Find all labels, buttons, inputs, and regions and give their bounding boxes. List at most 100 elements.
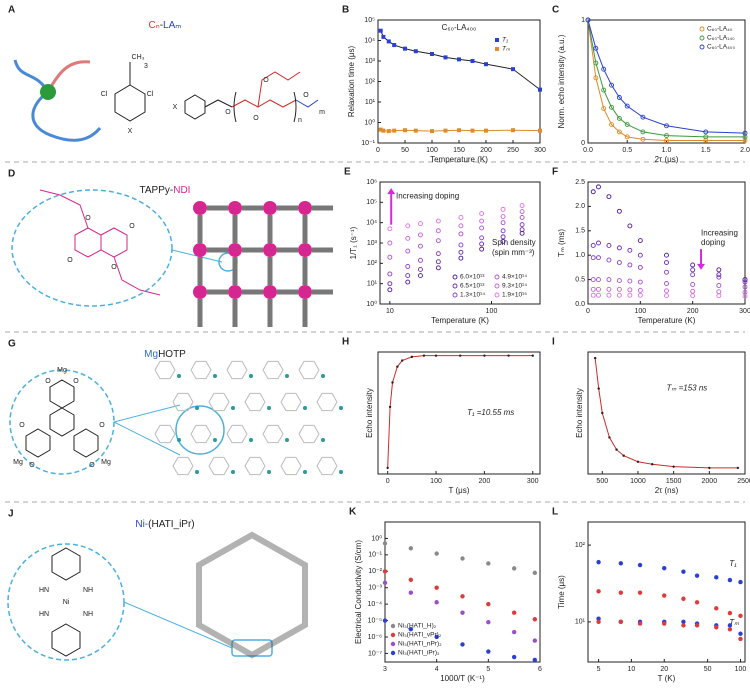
y-tick-label: 10¹ [575,619,586,626]
y-tick-label: 10⁻¹ [368,552,382,559]
panel-letter: D [8,169,15,180]
marker [403,128,407,133]
marker [381,128,386,133]
metal [303,470,307,474]
panel-letter: H [342,337,349,348]
y-tick-label: 10¹ [367,281,378,288]
marker [458,242,464,248]
marker [418,273,423,279]
y-tick-label: 10⁰ [371,534,382,542]
atom-label: O [19,422,25,429]
marker [386,39,391,44]
marker [382,569,388,574]
marker [624,122,630,128]
marker [457,57,461,62]
marker [405,235,411,241]
x-axis-label: 1000/T (K⁻¹) [440,674,485,683]
marker [435,228,441,234]
y-tick-label: 10⁶ [366,179,377,186]
ring [316,392,338,412]
marker [519,209,525,215]
marker [651,463,654,466]
legend-marker [699,44,705,50]
marker [637,287,643,293]
marker [405,248,411,254]
atom-label: Mg [13,459,23,466]
marker [616,260,622,265]
framework-d [193,201,333,327]
legend-label: 1.3×10¹⁴ [460,292,485,299]
node [228,243,242,257]
y-axis-label: Echo intensity [575,388,584,438]
marker [593,60,599,66]
x-tick-label: 4 [435,666,439,673]
marker [396,365,399,368]
ring [100,227,128,258]
atom-label: Cl [101,91,108,98]
atom-label: O [111,264,117,271]
metal [213,438,217,442]
marker [418,257,423,263]
metal [267,470,271,474]
legend-marker [495,38,499,42]
annotation: (spin mm⁻³) [492,248,535,257]
y-tick-label: 10⁻⁵ [368,617,382,624]
metal [249,438,253,442]
marker [500,206,506,212]
y-tick-label: 1.5 [575,228,585,235]
x-tick-label: 50 [401,147,409,154]
marker [601,66,607,72]
marker [408,626,414,632]
metal [213,374,217,378]
marker [637,292,643,298]
metal [177,374,181,378]
marker [694,623,700,628]
marker [627,287,633,293]
x-tick-label: 5 [597,666,601,673]
x-tick-label: 500 [596,478,608,485]
marker [601,106,607,112]
marker [640,114,646,120]
x-axis-label: 2τ (μs) [655,155,679,164]
marker [727,610,733,616]
marker [519,222,525,228]
marker [486,601,491,607]
x-tick-label: 300 [739,308,750,315]
series-line [587,19,745,138]
marker [408,577,414,583]
legend-marker [452,283,458,289]
annotation: Increasing doping [396,192,459,201]
ring [316,456,338,476]
marker [486,561,491,566]
panel-letter: I [552,337,555,348]
series-line [587,19,745,142]
marker [601,411,604,415]
atom-label: O [303,92,309,99]
marker [596,277,601,283]
ring [51,547,81,581]
legend-label: Ni₃(HATI_H)₂ [398,623,437,630]
structure-title: MgHOTP [144,349,186,360]
brackets [233,91,297,123]
metal [285,438,289,442]
x-tick-label: 50 [704,666,712,673]
marker [596,255,601,261]
marker [738,579,743,585]
plot-frame [587,351,746,475]
marker [458,223,464,229]
metal [231,406,235,410]
zoom-line [113,404,181,423]
marker [460,642,465,647]
ring [190,360,212,380]
x-axis-label: Temperature (K) [431,316,489,325]
title-part: Cₙ [148,20,159,31]
atom-label: NH [83,611,93,618]
x-tick-label: 1.5 [701,147,711,154]
marker [703,129,709,135]
x-axis-label: Temperature (K) [430,155,488,164]
marker [616,278,622,284]
panel-letter: L [552,507,558,518]
marker [664,293,669,299]
marker [430,51,434,56]
chart-title: C₆₀-LA₄₀₀ [442,23,477,32]
